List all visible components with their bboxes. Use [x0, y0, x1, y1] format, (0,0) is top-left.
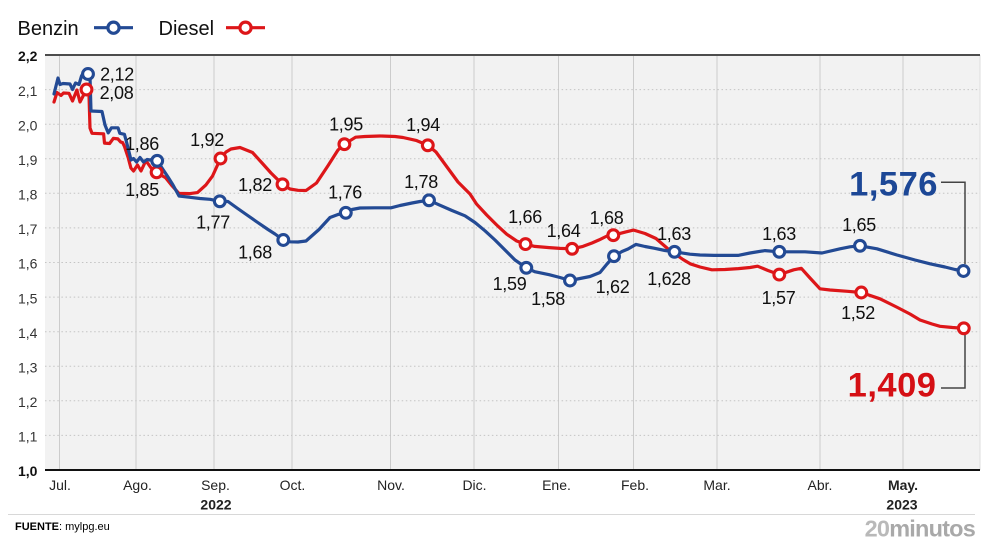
svg-text:1,68: 1,68 [238, 242, 272, 262]
svg-text:1,9: 1,9 [18, 152, 38, 168]
svg-text:Diesel: Diesel [159, 18, 215, 40]
svg-text:1,628: 1,628 [647, 269, 691, 289]
svg-text:1,77: 1,77 [196, 212, 230, 232]
svg-text:1,82: 1,82 [238, 175, 272, 195]
svg-text:Dic.: Dic. [462, 477, 486, 493]
svg-text:1,66: 1,66 [508, 207, 542, 227]
svg-text:1,94: 1,94 [406, 115, 440, 135]
svg-text:1,7: 1,7 [18, 221, 38, 237]
svg-text:1,63: 1,63 [762, 224, 796, 244]
svg-text:Ene.: Ene. [542, 477, 571, 493]
svg-text:2,12: 2,12 [100, 64, 134, 84]
svg-text:Mar.: Mar. [703, 477, 730, 493]
svg-text:1,68: 1,68 [590, 208, 624, 228]
svg-text:Jul.: Jul. [49, 477, 71, 493]
svg-text:1,409: 1,409 [848, 367, 937, 405]
svg-text:1,65: 1,65 [842, 215, 876, 235]
svg-text:Benzin: Benzin [18, 18, 79, 40]
svg-text:1,76: 1,76 [328, 182, 362, 202]
svg-text:1,52: 1,52 [841, 303, 875, 323]
svg-text:1,8: 1,8 [18, 187, 38, 203]
svg-text:1,86: 1,86 [125, 134, 159, 154]
svg-text:Feb.: Feb. [621, 477, 649, 493]
svg-text:FUENTE: mylpg.eu: FUENTE: mylpg.eu [15, 521, 110, 533]
svg-text:2,2: 2,2 [18, 48, 38, 64]
svg-text:1,2: 1,2 [18, 394, 38, 410]
svg-text:1,64: 1,64 [547, 221, 581, 241]
svg-text:Sep.: Sep. [201, 477, 230, 493]
svg-text:1,4: 1,4 [18, 325, 38, 341]
svg-text:1,5: 1,5 [18, 290, 38, 306]
svg-text:May.: May. [888, 477, 918, 493]
svg-text:2023: 2023 [886, 497, 917, 513]
svg-text:1,78: 1,78 [404, 172, 438, 192]
svg-text:1,95: 1,95 [329, 114, 363, 134]
svg-text:Nov.: Nov. [377, 477, 405, 493]
svg-text:Ago.: Ago. [123, 477, 152, 493]
svg-text:Oct.: Oct. [280, 477, 306, 493]
svg-text:1,59: 1,59 [493, 274, 527, 294]
svg-text:1,58: 1,58 [531, 289, 565, 309]
svg-text:1,1: 1,1 [18, 429, 38, 445]
svg-text:2022: 2022 [200, 497, 231, 513]
svg-text:1,63: 1,63 [657, 224, 691, 244]
svg-text:1,576: 1,576 [849, 166, 938, 204]
svg-text:20minutos: 20minutos [865, 516, 976, 541]
svg-text:1,62: 1,62 [596, 277, 630, 297]
svg-text:1,57: 1,57 [762, 288, 796, 308]
svg-text:Abr.: Abr. [808, 477, 833, 493]
svg-text:2,1: 2,1 [18, 83, 38, 99]
svg-text:1,6: 1,6 [18, 256, 38, 272]
svg-text:1,0: 1,0 [18, 463, 38, 479]
svg-text:2,0: 2,0 [18, 117, 38, 133]
svg-text:1,85: 1,85 [125, 180, 159, 200]
svg-text:2,08: 2,08 [100, 83, 134, 103]
svg-text:1,92: 1,92 [190, 130, 224, 150]
svg-text:1,3: 1,3 [18, 360, 38, 376]
